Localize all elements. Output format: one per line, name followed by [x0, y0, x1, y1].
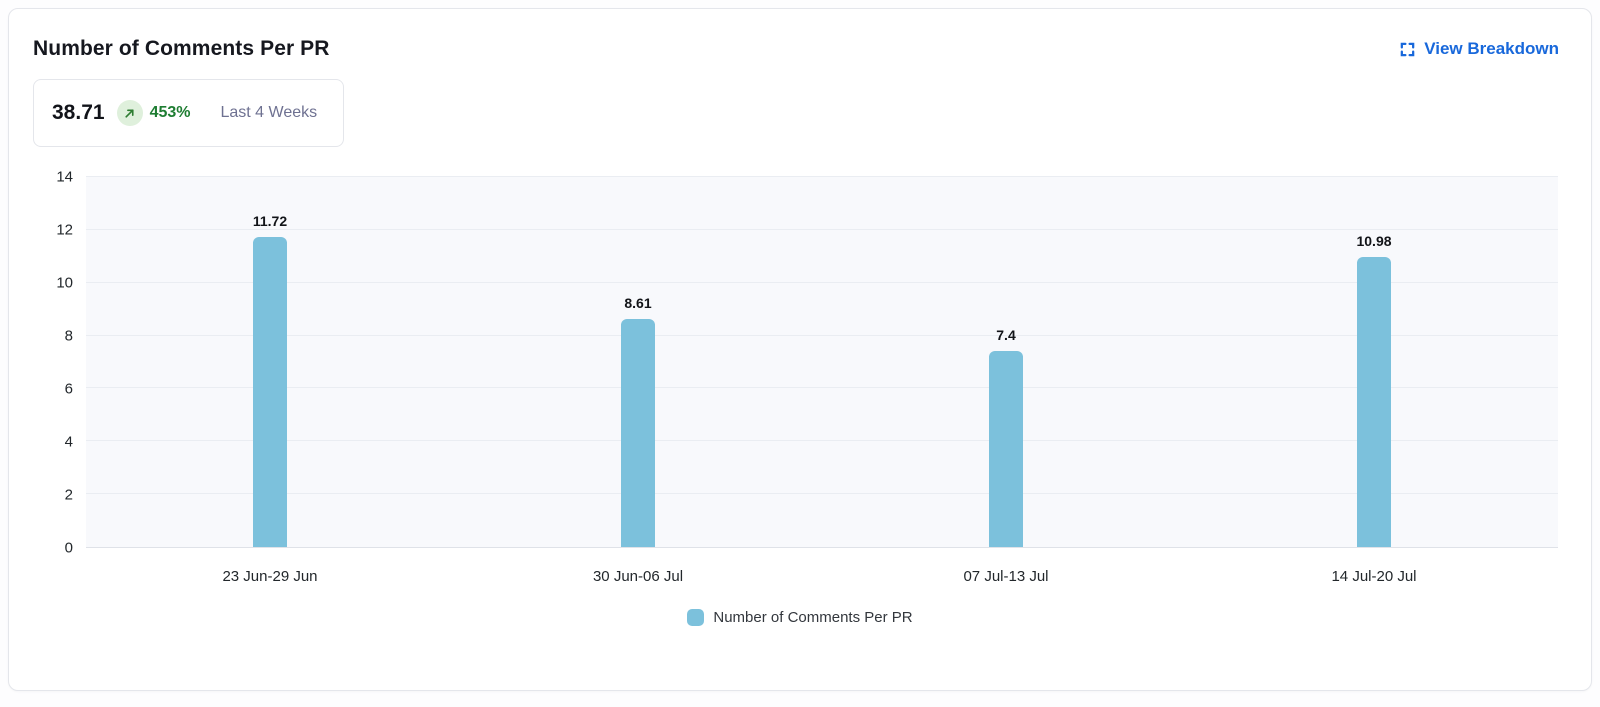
legend-swatch	[687, 609, 705, 626]
legend-label: Number of Comments Per PR	[713, 609, 913, 626]
expand-icon	[1399, 41, 1416, 58]
arrow-up-right-icon	[123, 107, 136, 120]
gridline	[86, 176, 1558, 177]
gridline	[86, 387, 1558, 389]
bar-value-label: 11.72	[252, 213, 288, 230]
view-breakdown-label: View Breakdown	[1424, 39, 1559, 58]
bar-band: 8.61	[454, 177, 822, 547]
chart-legend[interactable]: Number of Comments Per PR	[9, 609, 1591, 626]
stat-summary-box: 38.71 453% Last 4 Weeks	[33, 79, 345, 147]
y-tick-label: 12	[56, 221, 73, 239]
bar-1[interactable]	[253, 237, 287, 547]
x-tick-label: 07 Jul-13 Jul	[963, 568, 1049, 585]
gridline	[86, 334, 1558, 336]
plot-area: 11.72 8.61 7.4 10.98	[86, 176, 1558, 548]
stat-value: 38.71	[52, 101, 105, 124]
y-tick-label: 4	[64, 433, 73, 451]
y-tick-label: 0	[64, 539, 73, 557]
bar-value-label: 10.98	[1356, 232, 1392, 249]
x-tick-label: 30 Jun-06 Jul	[592, 568, 684, 585]
stat-period-label: Last 4 Weeks	[220, 104, 318, 121]
bar-chart: 0 2 4 6 8 10 12 14 11.72 8.61 7.4 10.98	[33, 170, 1558, 556]
x-tick-label: 23 Jun-29 Jun	[222, 568, 318, 585]
card-header: Number of Comments Per PR View Breakdown	[9, 9, 1591, 61]
gridline	[86, 228, 1558, 230]
bar-3[interactable]	[989, 351, 1023, 547]
gridline	[86, 493, 1558, 495]
gridline	[86, 281, 1558, 283]
y-tick-label: 6	[64, 380, 73, 398]
bar-4[interactable]	[1357, 256, 1391, 547]
y-tick-label: 8	[64, 327, 73, 345]
bar-value-label: 8.61	[624, 295, 652, 312]
bar-band: 11.72	[86, 177, 454, 547]
bar-band: 7.4	[822, 177, 1190, 547]
y-axis: 0 2 4 6 8 10 12 14	[33, 170, 73, 556]
bar-value-label: 7.4	[996, 327, 1016, 344]
trend-up-badge	[116, 100, 143, 126]
x-tick-label: 14 Jul-20 Jul	[1331, 568, 1417, 585]
comments-per-pr-card: Number of Comments Per PR View Breakdown…	[8, 8, 1592, 691]
bar-band: 10.98	[1190, 177, 1558, 547]
y-tick-label: 14	[56, 168, 73, 186]
x-axis: 23 Jun-29 Jun 30 Jun-06 Jul 07 Jul-13 Jul 1…	[9, 548, 1591, 585]
gridline	[86, 440, 1558, 442]
y-tick-label: 10	[56, 274, 73, 292]
bar-2[interactable]	[621, 319, 655, 547]
stat-change-percent: 453%	[149, 104, 191, 121]
y-tick-label: 2	[64, 486, 73, 504]
page-title: Number of Comments Per PR	[33, 37, 330, 60]
view-breakdown-link[interactable]: View Breakdown	[1399, 39, 1559, 59]
